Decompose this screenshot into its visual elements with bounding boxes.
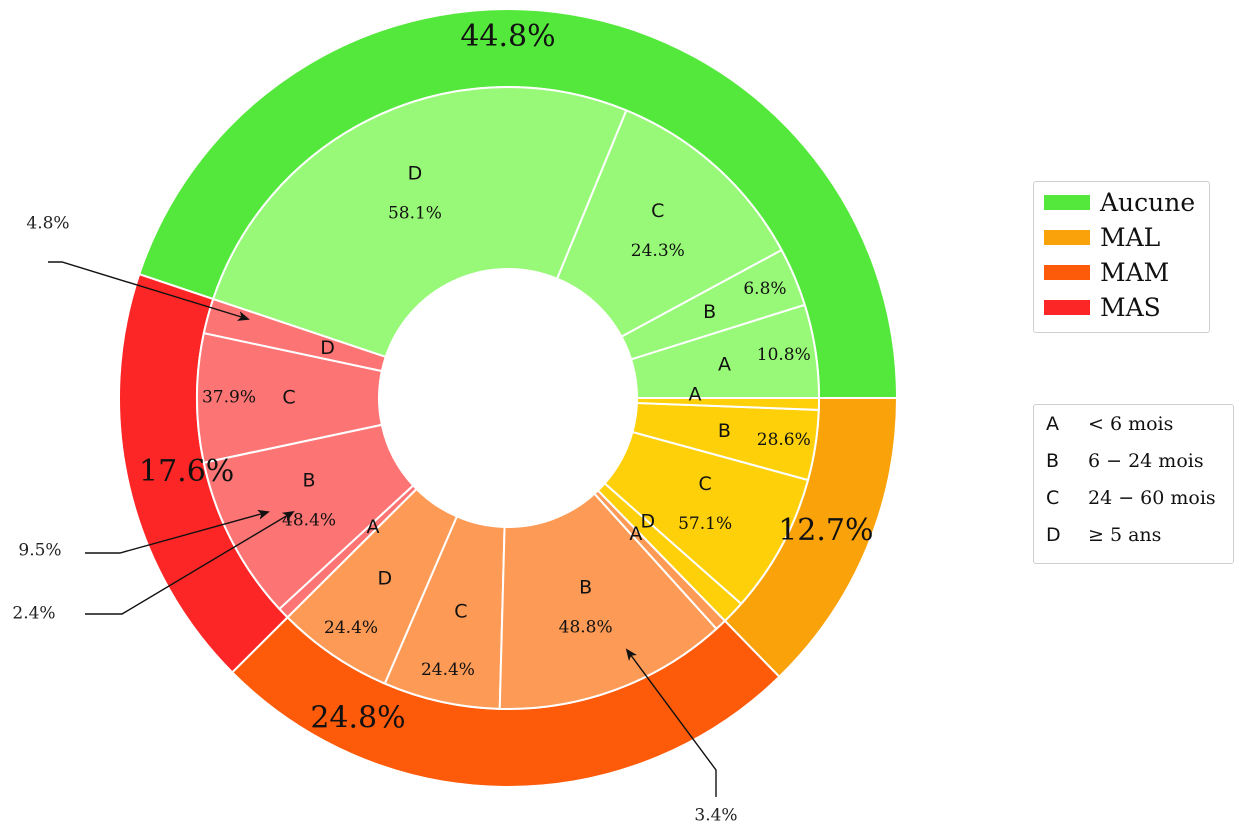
inner-pct-mam-d: 24.4% (324, 618, 378, 638)
callouts: 4.8% 9.5% 2.4% 3.4% (12, 214, 737, 826)
outer-ring (118, 8, 899, 788)
inner-pct-mas-c: 37.9% (202, 387, 256, 407)
callout-label-mas: 3.4% (694, 806, 737, 826)
legend-item-mam: MAM (1044, 258, 1169, 287)
age-key: A < 6 mois B 6 − 24 mois C 24 − 60 mois … (1033, 404, 1234, 564)
callout-label-mam: 2.4% (12, 604, 55, 624)
inner-letter-aucune-c: C (651, 200, 664, 222)
key-row-b: B 6 − 24 mois (1046, 450, 1204, 472)
legend-label: MAM (1100, 258, 1170, 287)
inner-letter-mam-a: A (629, 523, 642, 545)
key-letter: A (1046, 413, 1059, 435)
legend-swatch (1044, 265, 1090, 280)
inner-pct-mas-b: 48.4% (282, 510, 336, 530)
inner-letter-mam-d: D (377, 568, 392, 590)
key-description: 6 − 24 mois (1088, 450, 1204, 472)
key-letter: B (1046, 450, 1060, 472)
outer-label-aucune: 44.8% (460, 19, 555, 54)
inner-letter-mas-b: B (303, 469, 316, 491)
outer-label-mal: 12.7% (778, 513, 873, 548)
inner-pct-aucune-d: 58.1% (388, 204, 442, 224)
callout-arrow-mas (625, 648, 717, 797)
key-description: < 6 mois (1088, 413, 1174, 435)
inner-letter-mal-c: C (698, 473, 711, 495)
legend-label: MAL (1100, 223, 1161, 252)
legend-swatch (1044, 300, 1090, 315)
inner-pct-mam-c: 24.4% (421, 660, 475, 680)
inner-letter-mas-a: A (367, 516, 380, 538)
outer-label-mas: 17.6% (139, 454, 234, 489)
inner-pct-mal-c: 57.1% (678, 514, 732, 534)
inner-pct-aucune-c: 24.3% (631, 241, 685, 261)
callout-arrow-mal (48, 261, 250, 321)
inner-letter-mas-c: C (282, 386, 295, 408)
callout-label-mal-d: 9.5% (18, 541, 61, 561)
inner-wedge-aucune-d (211, 86, 628, 359)
key-letter: D (1046, 524, 1061, 546)
legend-swatch (1044, 230, 1090, 245)
chart-labels: 44.8% 17.6% 24.8% 12.7% A 10.8% B 6.8% C 24.3% D 58… (139, 19, 874, 736)
inner-pct-mam-b: 48.8% (559, 618, 613, 638)
key-row-a: A < 6 mois (1046, 413, 1173, 435)
inner-pct-aucune-a: 10.8% (757, 345, 811, 365)
callout-arrow-mal-d (85, 509, 270, 554)
inner-letter-mal-d: D (641, 511, 656, 533)
inner-ring (196, 86, 821, 710)
outer-label-mam: 24.8% (310, 701, 405, 736)
key-description: ≥ 5 ans (1088, 524, 1162, 546)
inner-letter-mal-b: B (718, 420, 731, 442)
key-row-d: D ≥ 5 ans (1046, 524, 1161, 546)
key-description: 24 − 60 mois (1088, 487, 1216, 509)
inner-letter-aucune-a: A (718, 353, 731, 375)
inner-letter-mam-c: C (454, 600, 467, 622)
inner-letter-aucune-b: B (703, 301, 716, 323)
inner-wedge-mam-b (498, 492, 718, 710)
inner-letter-aucune-d: D (408, 163, 423, 185)
inner-letter-mal-a: A (688, 384, 701, 406)
legend: Aucune MAL MAM MAS (1033, 181, 1210, 333)
callout-label-mal: 4.8% (26, 214, 69, 234)
legend-item-aucune: Aucune (1044, 188, 1195, 217)
inner-pct-aucune-b: 6.8% (743, 279, 786, 299)
inner-letter-mam-b: B (579, 577, 592, 599)
inner-wedge-mal-a (635, 397, 821, 411)
legend-label: MAS (1100, 293, 1161, 322)
inner-wedge-aucune-c (555, 109, 783, 338)
legend-item-mas: MAS (1044, 293, 1161, 322)
legend-swatch (1044, 195, 1090, 210)
key-row-c: C 24 − 60 mois (1046, 487, 1216, 509)
key-letter: C (1046, 487, 1060, 509)
legend-label: Aucune (1100, 188, 1196, 217)
inner-pct-mal-b: 28.6% (757, 430, 811, 450)
callout-arrow-mam (85, 510, 295, 615)
inner-letter-mas-d: D (320, 337, 335, 359)
legend-item-mal: MAL (1044, 223, 1160, 252)
